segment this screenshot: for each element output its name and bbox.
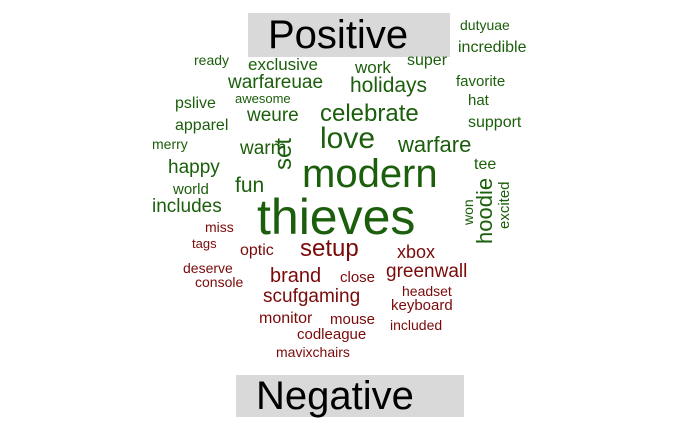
word-apparel: apparel	[175, 117, 229, 134]
positive-title: Positive	[268, 13, 409, 57]
word-ready: ready	[194, 52, 230, 68]
word-monitor: monitor	[259, 310, 313, 327]
word-hat: hat	[468, 92, 489, 109]
word-miss: miss	[205, 219, 234, 235]
word-holidays: holidays	[350, 74, 428, 97]
word-optic: optic	[240, 242, 274, 259]
word-fun: fun	[235, 174, 265, 197]
word-mavixchairs: mavixchairs	[276, 344, 350, 360]
word-console: console	[195, 274, 244, 290]
word-warfare: warfare	[398, 132, 472, 157]
word-thieves: thieves	[257, 189, 416, 245]
word-setup: setup	[300, 235, 359, 262]
word-merry: merry	[152, 136, 188, 152]
word-dutyuae: dutyuae	[460, 17, 510, 33]
word-favorite: favorite	[456, 73, 506, 90]
word-warm: warm	[240, 138, 287, 159]
word-brand: brand	[270, 265, 322, 287]
word-keyboard: keyboard	[391, 297, 453, 314]
word-close: close	[340, 269, 376, 286]
word-hoodie: hoodie	[472, 178, 497, 245]
word-codleague: codleague	[297, 326, 367, 343]
word-includes: includes	[152, 196, 222, 217]
word-won: won	[460, 199, 476, 225]
word-warfareuae: warfareuae	[228, 72, 324, 93]
word-xbox: xbox	[397, 242, 436, 262]
word-deserve: deserve	[183, 260, 233, 276]
word-excited: excited	[496, 181, 513, 229]
word-celebrate: celebrate	[320, 100, 419, 127]
word-exclusive: exclusive	[248, 55, 318, 74]
word-headset: headset	[402, 283, 452, 299]
word-scufgaming: scufgaming	[263, 286, 361, 307]
word-awesome: awesome	[235, 91, 291, 106]
word-support: support	[468, 114, 522, 131]
word-incredible: incredible	[458, 39, 527, 56]
negative-title-box	[236, 375, 464, 417]
positive-title-box	[248, 13, 450, 57]
word-greenwall: greenwall	[386, 261, 468, 282]
word-modern: modern	[302, 152, 438, 196]
word-tee: tee	[474, 156, 497, 173]
word-mouse: mouse	[330, 311, 376, 328]
word-super: super	[407, 52, 448, 69]
word-world: world	[173, 181, 209, 198]
word-weure: weure	[247, 105, 299, 126]
word-work: work	[355, 58, 391, 77]
word-happy: happy	[168, 157, 220, 178]
word-love: love	[320, 122, 376, 155]
word-included: included	[390, 317, 443, 333]
word-tags: tags	[192, 236, 217, 251]
negative-title: Negative	[256, 374, 414, 418]
word-pslive: pslive	[175, 95, 216, 112]
